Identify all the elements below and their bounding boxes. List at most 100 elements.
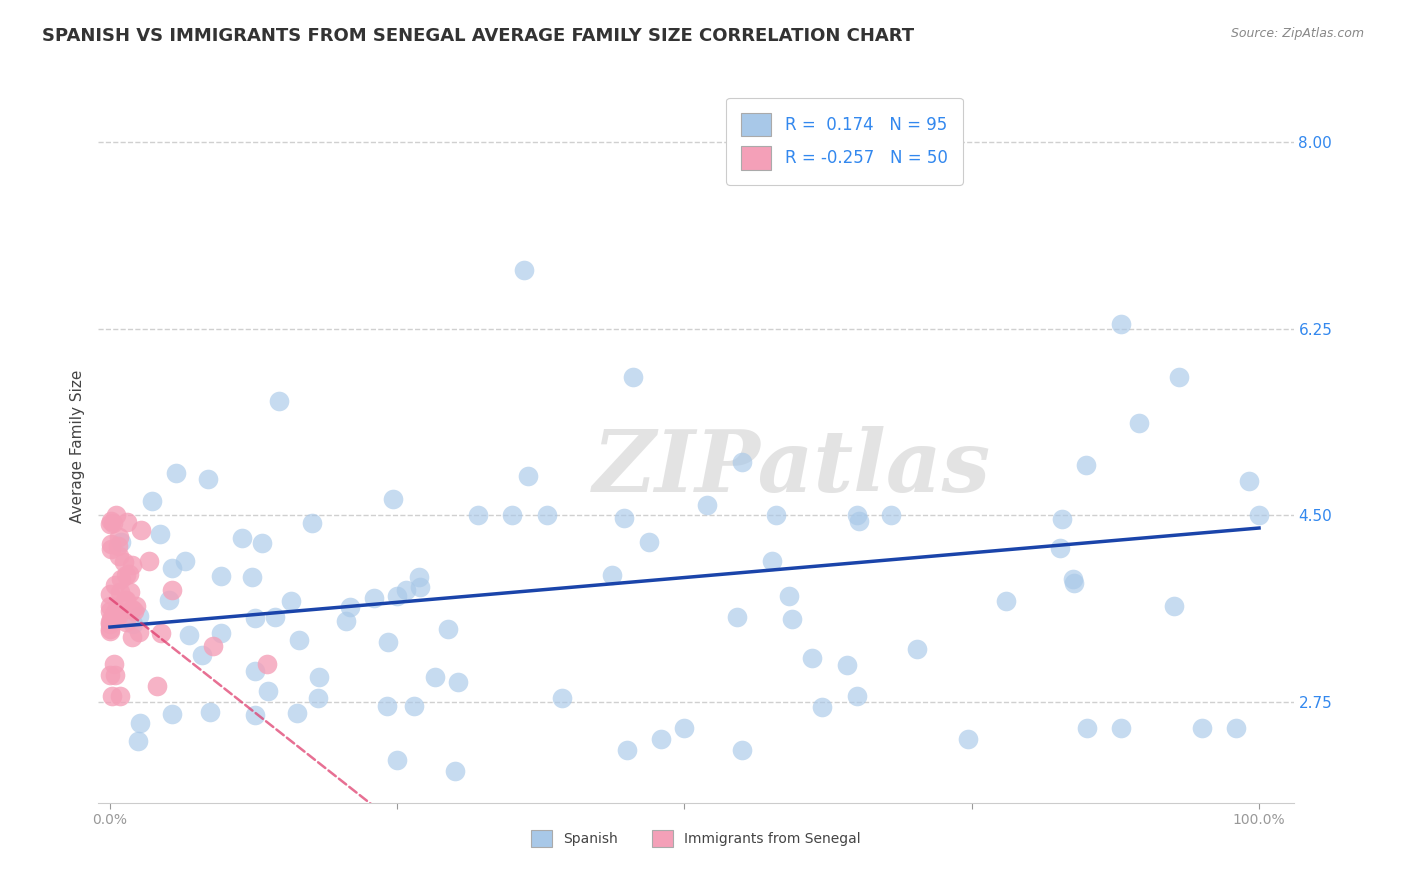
Point	[880, 508, 903, 523]
Point	[107, 549, 129, 563]
Point	[211, 625, 233, 640]
Point	[121, 558, 143, 572]
Y-axis label: Average Family Size: Average Family Size	[69, 369, 84, 523]
Point	[104, 577, 127, 591]
Point	[107, 539, 129, 553]
Point	[165, 466, 187, 480]
Point	[811, 700, 834, 714]
Point	[160, 560, 183, 574]
Point	[731, 455, 754, 469]
Point	[551, 690, 574, 705]
Point	[125, 599, 148, 614]
Point	[778, 590, 800, 604]
Point	[1191, 721, 1213, 735]
Point	[121, 630, 143, 644]
Point	[100, 537, 122, 551]
Point	[335, 614, 357, 628]
Point	[98, 587, 121, 601]
Point	[198, 706, 221, 720]
Point	[201, 640, 224, 654]
Point	[129, 716, 152, 731]
Point	[765, 508, 787, 523]
Point	[114, 568, 136, 582]
Point	[782, 612, 804, 626]
Point	[994, 593, 1017, 607]
Point	[1049, 541, 1071, 555]
Point	[761, 554, 783, 568]
Point	[191, 648, 214, 662]
Point	[240, 569, 263, 583]
Point	[209, 569, 232, 583]
Point	[122, 616, 145, 631]
Point	[141, 493, 163, 508]
Point	[110, 535, 132, 549]
Point	[375, 698, 398, 713]
Point	[114, 593, 136, 607]
Point	[385, 589, 408, 603]
Point	[98, 622, 121, 636]
Point	[848, 514, 870, 528]
Point	[98, 599, 121, 613]
Point	[905, 642, 928, 657]
Point	[146, 679, 169, 693]
Point	[98, 604, 121, 618]
Point	[115, 615, 138, 629]
Point	[173, 554, 195, 568]
Point	[845, 508, 868, 523]
Point	[395, 583, 418, 598]
Point	[104, 508, 127, 523]
Point	[536, 508, 558, 523]
Point	[1109, 317, 1132, 331]
Legend: Spanish, Immigrants from Senegal: Spanish, Immigrants from Senegal	[526, 825, 866, 853]
Point	[160, 706, 183, 721]
Point	[1050, 512, 1073, 526]
Point	[837, 658, 859, 673]
Point	[269, 394, 291, 409]
Point	[638, 534, 661, 549]
Text: ZIPatlas: ZIPatlas	[592, 425, 991, 509]
Point	[501, 508, 523, 523]
Point	[250, 536, 273, 550]
Point	[285, 706, 308, 720]
Point	[98, 516, 121, 531]
Point	[101, 690, 124, 704]
Point	[110, 572, 132, 586]
Point	[118, 584, 141, 599]
Point	[103, 607, 125, 621]
Point	[731, 742, 754, 756]
Point	[443, 764, 465, 778]
Point	[1063, 576, 1085, 591]
Point	[100, 541, 122, 556]
Point	[197, 472, 219, 486]
Point	[1225, 721, 1247, 735]
Point	[243, 664, 266, 678]
Point	[98, 617, 121, 632]
Point	[602, 568, 624, 582]
Point	[1128, 416, 1150, 430]
Point	[110, 585, 132, 599]
Text: Source: ZipAtlas.com: Source: ZipAtlas.com	[1230, 27, 1364, 40]
Point	[425, 670, 447, 684]
Point	[112, 555, 135, 569]
Point	[1076, 721, 1098, 735]
Point	[301, 516, 323, 530]
Point	[98, 668, 121, 682]
Point	[845, 690, 868, 704]
Point	[1062, 572, 1084, 586]
Point	[1247, 508, 1270, 523]
Point	[517, 469, 540, 483]
Point	[138, 553, 160, 567]
Point	[245, 708, 267, 723]
Point	[128, 625, 150, 640]
Point	[801, 651, 824, 665]
Point	[288, 632, 311, 647]
Point	[108, 529, 131, 543]
Point	[408, 570, 430, 584]
Point	[121, 602, 143, 616]
Point	[1167, 369, 1189, 384]
Point	[280, 594, 302, 608]
Point	[1074, 458, 1097, 473]
Point	[308, 670, 330, 684]
Point	[149, 526, 172, 541]
Point	[1109, 721, 1132, 735]
